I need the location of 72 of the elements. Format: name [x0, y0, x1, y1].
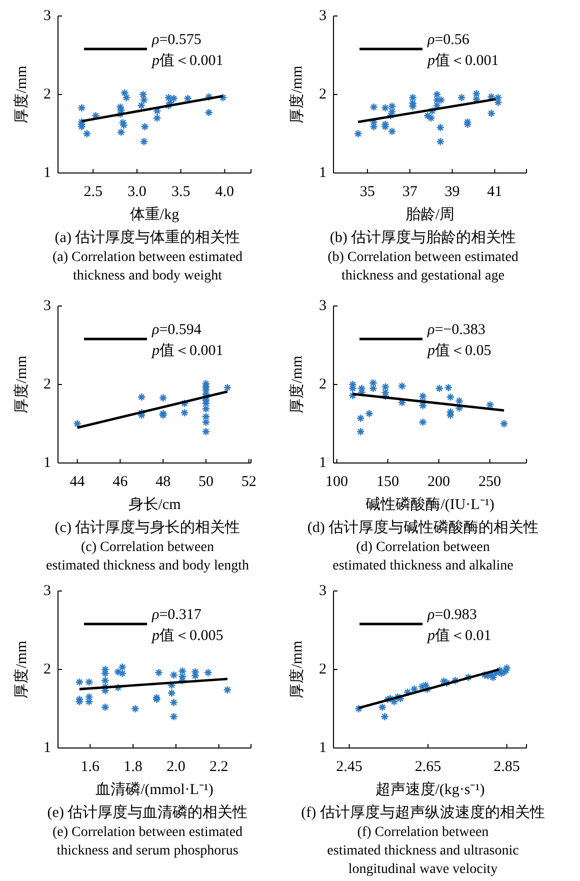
y-tick-label: 2	[44, 662, 51, 678]
x-tick-label: 4.0	[215, 184, 234, 200]
x-tick-label: 250	[478, 474, 502, 490]
text: (d) Correlation between estimated thickness and alkaline	[332, 540, 514, 573]
x-tick-label: 2.0	[166, 759, 186, 775]
x-tick-label: 200	[428, 474, 450, 490]
x-axis-title: 碱性磷酸酶/(IU·L⁻¹)	[366, 496, 494, 513]
x-tick-label: 3.0	[128, 184, 146, 200]
x-tick-label: 39	[444, 184, 460, 200]
x-tick-label: 2.5	[84, 184, 102, 200]
x-tick-label: 1.8	[124, 759, 142, 775]
y-tick-label: 1	[44, 165, 51, 181]
y-tick-label: 3	[319, 298, 326, 314]
y-axis-title: 厚度/mm	[13, 640, 30, 698]
text: (a) 估计厚度与体重的相关性	[54, 229, 240, 246]
text: (f) Correlation between estimated thickness and ultrasonic longitudinal wave velocity	[327, 824, 519, 876]
x-tick-label: 52	[241, 474, 256, 490]
y-tick-label: 1	[44, 455, 51, 471]
y-axis-title: 厚度/mm	[13, 355, 30, 414]
y-tick-label: 2	[319, 662, 326, 678]
x-tick-label: 2.85	[494, 759, 520, 775]
y-tick-label: 1	[44, 740, 51, 756]
legend-label: ρ=0.983 p值＜0.01	[426, 607, 492, 644]
x-axis-title: 身长/cm	[128, 496, 182, 513]
y-tick-label: 3	[319, 8, 326, 24]
text: (a) Correlation between estimated thickness and body weight	[52, 250, 243, 283]
text: (b) Correlation between estimated thickness and gestational age	[328, 250, 518, 283]
text: (f) 估计厚度与超声纵波速度的相关性	[301, 804, 545, 821]
y-tick-label: 1	[319, 455, 326, 471]
x-tick-label: 44	[70, 474, 86, 490]
x-axis-title: 体重/kg	[130, 206, 180, 223]
y-tick-label: 1	[319, 165, 326, 181]
y-tick-label: 1	[319, 740, 326, 756]
y-axis-title: 厚度/mm	[288, 640, 306, 698]
x-axis-title: 血清磷/(mmol·L⁻¹)	[96, 781, 214, 798]
legend-label: ρ=−0.383 p值＜0.05	[426, 322, 492, 359]
text: (d) 估计厚度与碱性磷酸酶的相关性	[307, 519, 539, 536]
y-axis-title: 厚度/mm	[288, 65, 306, 124]
x-tick-label: 35	[360, 184, 375, 200]
x-tick-label: 50	[198, 474, 214, 490]
y-axis-title: 厚度/mm	[288, 355, 306, 414]
x-tick-label: 48	[156, 474, 171, 490]
text: (c) 估计厚度与身长的相关性	[54, 519, 240, 536]
legend-label: ρ=0.594 p值＜0.001	[151, 322, 224, 359]
x-tick-label: 3.5	[171, 184, 190, 200]
y-tick-label: 3	[44, 8, 51, 24]
x-axis-title: 胎龄/周	[405, 206, 455, 223]
text: (e) 估计厚度与血清磷的相关性	[47, 804, 248, 821]
legend-label: ρ=0.56 p值＜0.001	[426, 32, 499, 69]
x-axis-title: 超声速度/(kg·s⁻¹)	[375, 781, 485, 798]
text: (c) Correlation between estimated thickness and body length	[46, 540, 249, 573]
x-tick-label: 1.6	[80, 759, 100, 775]
x-tick-label: 100	[326, 474, 348, 490]
y-tick-label: 3	[319, 583, 326, 599]
y-tick-label: 3	[44, 298, 51, 314]
x-tick-label: 46	[112, 474, 128, 490]
legend-label: ρ=0.317 p值＜0.005	[151, 607, 224, 644]
x-tick-label: 41	[487, 184, 502, 200]
y-tick-label: 3	[44, 583, 51, 599]
text: (b) 估计厚度与胎龄的相关性	[330, 229, 516, 246]
legend-label: ρ=0.575 p值＜0.001	[151, 32, 224, 69]
x-tick-label: 37	[402, 184, 418, 200]
y-tick-label: 2	[319, 86, 326, 102]
x-tick-label: 2.65	[414, 759, 442, 775]
x-tick-label: 2.2	[209, 759, 228, 775]
y-tick-label: 2	[44, 376, 51, 392]
y-tick-label: 2	[44, 86, 51, 102]
text: (e) Correlation between estimated thickness and serum phosphorus	[52, 824, 243, 858]
y-axis-title: 厚度/mm	[13, 65, 30, 124]
y-tick-label: 2	[319, 376, 326, 392]
x-tick-label: 150	[376, 474, 400, 490]
x-tick-label: 2.45	[336, 759, 362, 775]
